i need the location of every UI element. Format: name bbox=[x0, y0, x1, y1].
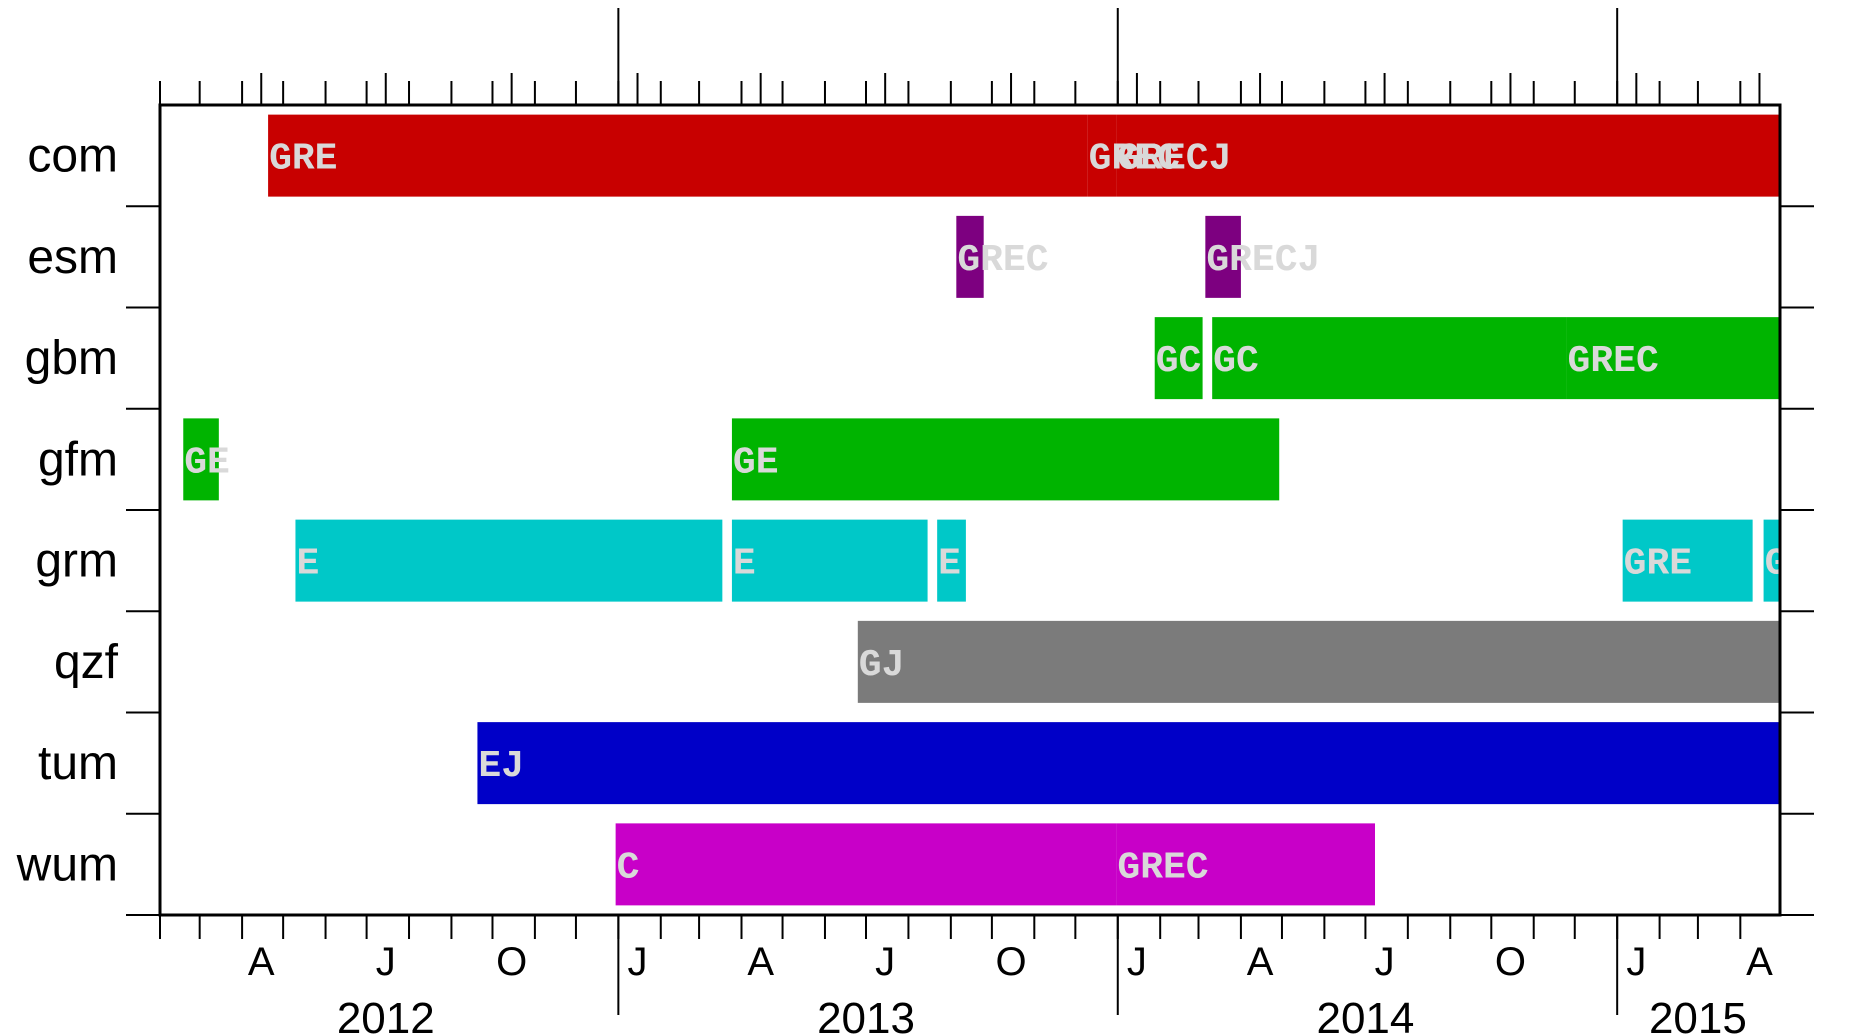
x-month-label: O bbox=[496, 940, 527, 984]
bar-grm-12 bbox=[937, 519, 966, 602]
x-year-label: 2015 bbox=[1649, 994, 1747, 1034]
x-year-label: 2014 bbox=[1316, 994, 1414, 1034]
bar-gfm-8 bbox=[183, 418, 219, 501]
bar-wum-18 bbox=[1116, 823, 1375, 906]
bar-label-wum-18: GREC bbox=[1117, 846, 1208, 889]
bar-label-esm-3: GREC bbox=[957, 239, 1048, 282]
y-label-gbm: gbm bbox=[25, 332, 118, 385]
bar-label-gbm-7: GREC bbox=[1568, 340, 1659, 383]
bar-gbm-5 bbox=[1154, 317, 1203, 400]
bar-grm-11 bbox=[731, 519, 928, 602]
bar-label-esm-4: GRECJ bbox=[1206, 239, 1320, 282]
y-label-wum: wum bbox=[16, 838, 118, 891]
bar-grm-13 bbox=[1622, 519, 1753, 602]
bar-grm-14 bbox=[1763, 519, 1780, 602]
bar-tum-16 bbox=[477, 722, 1780, 805]
bar-com-0 bbox=[268, 114, 1088, 197]
bar-label-gbm-5: GC bbox=[1156, 340, 1202, 383]
x-month-label: A bbox=[747, 940, 774, 984]
bar-gbm-6 bbox=[1212, 317, 1567, 400]
bar-label-gfm-9: GE bbox=[733, 441, 779, 484]
bar-label-com-2: GRECJ bbox=[1117, 138, 1231, 181]
bar-label-wum-17: C bbox=[617, 846, 640, 889]
bar-esm-3 bbox=[956, 215, 984, 298]
bar-label-gfm-8: GE bbox=[184, 441, 230, 484]
bar-grm-10 bbox=[295, 519, 723, 602]
bar-label-grm-14: G bbox=[1765, 543, 1788, 586]
bar-gbm-7 bbox=[1566, 317, 1780, 400]
x-month-label: A bbox=[1247, 940, 1274, 984]
x-month-label: O bbox=[995, 940, 1026, 984]
bar-com-2 bbox=[1116, 114, 1780, 197]
y-label-grm: grm bbox=[35, 535, 118, 588]
y-label-tum: tum bbox=[38, 737, 118, 790]
y-label-esm: esm bbox=[27, 231, 118, 284]
x-year-label: 2012 bbox=[337, 994, 435, 1034]
x-month-label: J bbox=[1626, 940, 1646, 984]
bar-label-grm-13: GRE bbox=[1624, 543, 1692, 586]
bar-label-com-0: GRE bbox=[269, 138, 337, 181]
bar-label-qzf-15: GJ bbox=[859, 644, 905, 687]
x-month-label: J bbox=[875, 940, 895, 984]
x-month-label: O bbox=[1495, 940, 1526, 984]
x-month-label: J bbox=[1127, 940, 1147, 984]
x-year-label: 2013 bbox=[817, 994, 915, 1034]
bar-gfm-9 bbox=[731, 418, 1280, 501]
bar-label-gbm-6: GC bbox=[1213, 340, 1259, 383]
y-label-qzf: qzf bbox=[54, 636, 119, 689]
y-axis: com esm gbm gfm grm qzf tum wum bbox=[16, 130, 1814, 916]
bar-com-1 bbox=[1087, 114, 1117, 197]
y-label-com: com bbox=[27, 130, 118, 183]
bar-qzf-15 bbox=[857, 620, 1780, 703]
x-axis: A J O J A J O J A J O J A 2012 2013 2014 2015 bbox=[159, 8, 1773, 1034]
x-month-label: A bbox=[1746, 940, 1773, 984]
x-month-label: A bbox=[248, 940, 275, 984]
bar-label-grm-10: E bbox=[296, 543, 319, 586]
x-month-label: J bbox=[376, 940, 396, 984]
x-month-label: J bbox=[1375, 940, 1395, 984]
x-month-label: J bbox=[628, 940, 648, 984]
bar-label-grm-11: E bbox=[733, 543, 756, 586]
bar-label-grm-12: E bbox=[938, 543, 961, 586]
bar-wum-17 bbox=[615, 823, 1117, 906]
bar-label-com-1: GREC bbox=[1089, 138, 1180, 181]
y-label-gfm: gfm bbox=[38, 433, 118, 486]
bar-label-tum-16: EJ bbox=[478, 745, 524, 788]
bar-esm-4 bbox=[1205, 215, 1241, 298]
